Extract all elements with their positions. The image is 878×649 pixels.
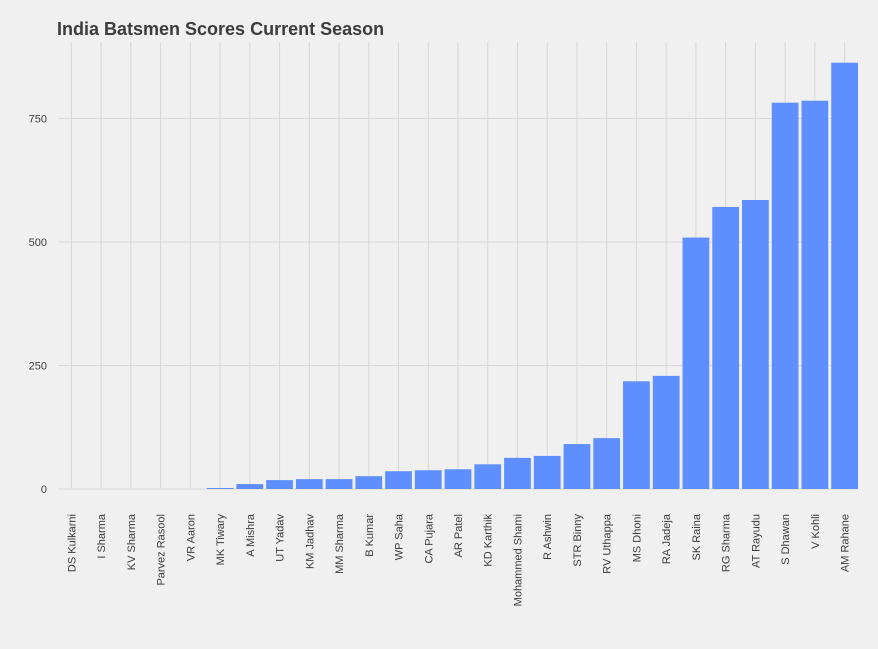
x-tick-label: RV Uthappa: [602, 513, 614, 574]
bar-s-dhawan: [771, 102, 799, 489]
y-axis: 0 250 500 750: [29, 114, 47, 497]
bar-ar-patel: [444, 469, 472, 489]
x-tick-label: UT Yadav: [275, 514, 287, 562]
bar-r-ashwin: [533, 455, 561, 489]
bar-rv-uthappa: [593, 438, 621, 489]
x-tick-label: STR Binny: [572, 514, 584, 567]
x-tick-label: B Kumar: [364, 514, 376, 557]
x-tick-label: AT Rayudu: [750, 514, 762, 568]
x-tick-label: WP Saha: [394, 513, 406, 560]
bar-layer: [206, 62, 858, 489]
x-axis: DS Kulkarni I Sharma KV Sharma Parvez Rasoo…: [66, 513, 851, 606]
x-tick-label: R Ashwin: [542, 514, 554, 560]
x-tick-label: AM Rahane: [840, 514, 852, 572]
x-tick-label: MK Tiwary: [215, 514, 227, 566]
bar-am-rahane: [831, 62, 858, 489]
grid-layer: [58, 42, 858, 490]
y-tick-label: 750: [29, 114, 47, 126]
x-tick-label: MS Dhoni: [631, 514, 643, 562]
bar-v-kohli: [801, 100, 829, 489]
x-tick-label: RG Sharma: [721, 513, 733, 572]
bar-b-kumar: [355, 476, 383, 489]
x-tick-label: CA Pujara: [423, 513, 435, 563]
x-tick-label: AR Patel: [453, 514, 465, 557]
x-tick-label: V Kohli: [810, 514, 822, 549]
bar-ut-yadav: [266, 480, 293, 489]
bar-kd-karthik: [474, 464, 502, 489]
x-tick-label: KD Karthik: [483, 514, 495, 567]
bar-rg-sharma: [712, 206, 740, 489]
x-tick-label: MM Sharma: [334, 513, 346, 574]
x-tick-label: DS Kulkarni: [66, 514, 78, 572]
chart-title: India Batsmen Scores Current Season: [57, 19, 385, 39]
bar-km-jadhav: [295, 479, 323, 489]
bar-mohammed-shami: [504, 457, 531, 489]
bar-mm-sharma: [325, 479, 353, 489]
x-tick-label: VR Aaron: [185, 514, 197, 561]
bar-mk-tiwary: [206, 488, 234, 489]
x-tick-label: Mohammed Shami: [512, 514, 524, 606]
y-tick-label: 0: [41, 484, 47, 496]
bar-wp-saha: [385, 471, 412, 489]
bar-ca-pujara: [414, 470, 442, 489]
x-tick-label: SK Raina: [691, 513, 703, 560]
x-tick-label: S Dhawan: [780, 514, 792, 565]
bar-sk-raina: [682, 237, 710, 489]
x-tick-label: KM Jadhav: [304, 514, 316, 570]
y-tick-label: 250: [29, 361, 47, 373]
bar-a-mishra: [236, 484, 264, 489]
x-tick-label: A Mishra: [245, 513, 257, 557]
x-tick-label: I Sharma: [96, 513, 108, 559]
bar-ra-jadeja: [652, 375, 680, 489]
bar-at-rayudu: [742, 200, 769, 489]
y-tick-label: 500: [29, 237, 47, 249]
x-tick-label: Parvez Rasool: [156, 514, 168, 586]
bar-ms-dhoni: [623, 381, 650, 489]
x-tick-label: RA Jadeja: [661, 513, 673, 564]
bar-str-binny: [563, 444, 591, 489]
x-tick-label: KV Sharma: [126, 513, 138, 570]
